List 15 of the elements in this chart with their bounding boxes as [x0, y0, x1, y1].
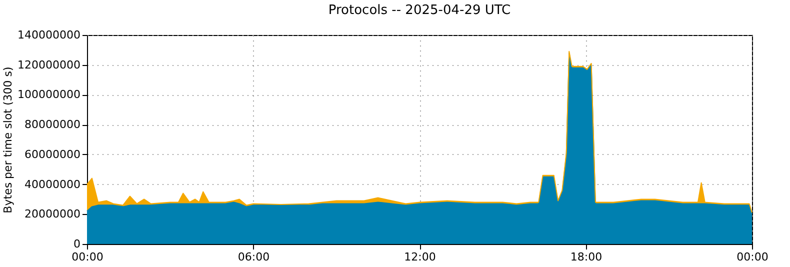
x-tick-label: 00:00 [72, 250, 104, 264]
chart-title: Protocols -- 2025-04-29 UTC [328, 3, 511, 18]
y-tick-label: 80000000 [24, 118, 80, 132]
y-tick-label: 120000000 [18, 58, 80, 72]
y-tick-label: 100000000 [18, 88, 80, 102]
y-tick-label: 0 [74, 238, 80, 250]
y-tick-label: 140000000 [18, 28, 80, 42]
x-tick-label: 06:00 [238, 250, 270, 264]
y-tick-label: 40000000 [24, 178, 80, 191]
x-tick-label: 00:00 [736, 250, 768, 264]
y-tick-label: 60000000 [24, 148, 80, 161]
x-tick-label: 18:00 [570, 250, 602, 264]
x-tick-label: 12:00 [404, 250, 436, 264]
y-axis-title: Bytes per time slot (300 s) [2, 66, 15, 214]
y-tick-label: 20000000 [24, 208, 80, 221]
